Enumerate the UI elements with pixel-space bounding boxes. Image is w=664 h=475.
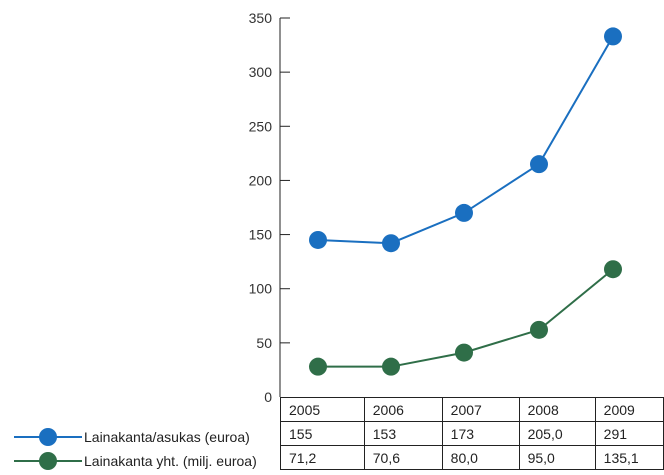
legend-markers — [14, 428, 82, 470]
y-tick-label: 0 — [264, 389, 272, 405]
y-axis: 0 50 100 150 200 250 300 350 — [249, 10, 290, 405]
data-point — [309, 357, 327, 376]
year-cell: 2007 — [441, 397, 520, 422]
year-cell: 2006 — [363, 397, 443, 422]
value-cell: 71,2 — [280, 445, 365, 470]
data-point — [455, 203, 473, 222]
y-tick-label: 100 — [249, 281, 273, 297]
data-point — [530, 320, 548, 339]
value-cell: 80,0 — [441, 445, 520, 470]
y-tick-label: 350 — [249, 10, 273, 26]
value-cell: 70,6 — [363, 445, 443, 470]
legend-label-per-capita: Lainakanta/asukas (euroa) — [84, 429, 250, 445]
year-cell: 2005 — [280, 397, 365, 422]
data-point — [604, 27, 622, 46]
data-point — [382, 357, 400, 376]
data-point — [382, 234, 400, 253]
value-cell: 155 — [280, 421, 365, 446]
legend-marker — [39, 452, 57, 470]
data-point — [530, 155, 548, 174]
table-header-row: 2005 2006 2007 2008 2009 — [280, 397, 664, 422]
data-point — [455, 343, 473, 362]
data-point — [309, 230, 327, 249]
year-cell: 2009 — [594, 397, 664, 422]
year-cell: 2008 — [518, 397, 596, 422]
data-table: 2005 2006 2007 2008 2009 155 153 173 205… — [280, 397, 664, 470]
data-point — [604, 260, 622, 279]
value-cell: 95,0 — [518, 445, 596, 470]
table-row-per-capita: 155 153 173 205,0 291 — [280, 421, 664, 446]
y-tick-label: 150 — [249, 227, 273, 243]
y-tick-label: 50 — [256, 335, 272, 351]
legend-label-total: Lainakanta yht. (milj. euroa) — [84, 453, 257, 469]
series-group — [309, 27, 622, 376]
value-cell: 173 — [441, 421, 520, 446]
y-tick-label: 300 — [249, 64, 273, 80]
value-cell: 291 — [594, 421, 664, 446]
y-tick-label: 250 — [249, 118, 273, 134]
table-row-total: 71,2 70,6 80,0 95,0 135,1 — [280, 445, 664, 470]
value-cell: 205,0 — [518, 421, 596, 446]
y-tick-label: 200 — [249, 172, 273, 188]
value-cell: 135,1 — [594, 445, 664, 470]
legend-marker — [39, 428, 57, 446]
value-cell: 153 — [363, 421, 443, 446]
